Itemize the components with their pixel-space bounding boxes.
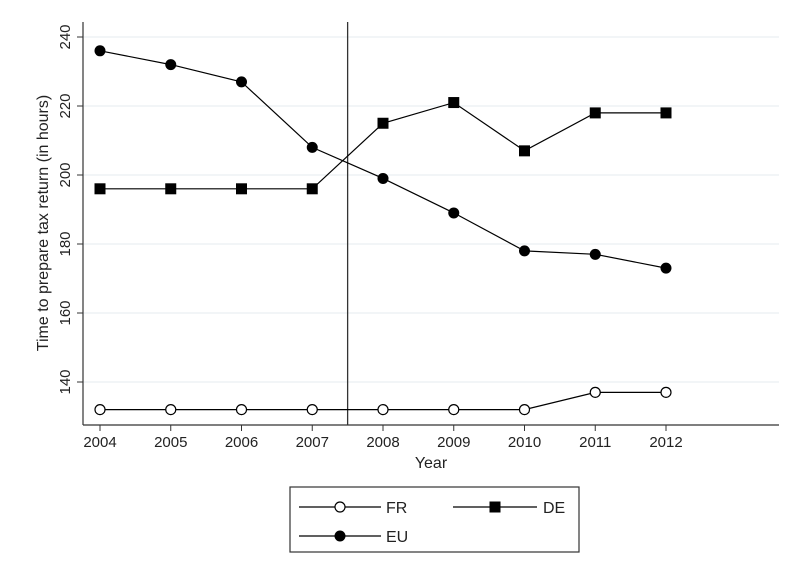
y-tick-label: 180 (57, 231, 74, 256)
data-point-de (448, 97, 460, 109)
data-point-eu (94, 45, 106, 57)
data-point-fr (448, 404, 460, 416)
data-point-de (589, 107, 601, 119)
series-line-eu (99, 50, 667, 269)
legend-label-de: DE (543, 500, 565, 517)
legend-marker-de (489, 501, 501, 513)
x-tick-label: 2004 (83, 434, 116, 451)
data-point-eu (448, 207, 460, 219)
x-tick-label: 2010 (508, 434, 541, 451)
data-point-fr (518, 404, 531, 416)
y-tick-label: 240 (57, 24, 74, 49)
data-point-fr (306, 404, 318, 416)
legend-marker-eu (334, 530, 346, 542)
x-tick-label: 2009 (437, 434, 470, 451)
data-point-eu (589, 248, 601, 260)
series-group (94, 45, 672, 416)
data-point-eu (165, 59, 177, 71)
data-point-eu (519, 245, 530, 257)
x-tick-label: 2011 (579, 434, 611, 451)
data-point-eu (377, 172, 389, 184)
data-point-fr (589, 386, 601, 398)
legend: FR DE EU (289, 486, 580, 553)
data-point-de (519, 145, 530, 157)
legend-label-fr: FR (386, 500, 407, 517)
grid-lines (83, 36, 779, 383)
legend-marker-fr (334, 501, 346, 513)
x-tick-label: 2012 (649, 434, 682, 451)
axes (77, 22, 779, 431)
data-point-fr (377, 404, 389, 416)
y-tick-label: 220 (57, 93, 74, 118)
tick-labels: 140 160 180 200 220 240 2004 2005 2006 2007 2008 20… (57, 24, 683, 451)
y-tick-label: 200 (57, 162, 74, 187)
data-point-de (377, 117, 389, 129)
y-axis-title: Time to prepare tax return (in hours) (35, 95, 52, 351)
data-point-de (94, 183, 106, 195)
x-tick-label: 2005 (154, 434, 187, 451)
x-tick-label: 2008 (366, 434, 399, 451)
data-point-eu (660, 262, 672, 274)
data-point-de (165, 183, 177, 195)
legend-box (289, 486, 580, 553)
data-point-fr (235, 404, 248, 416)
data-point-de (660, 107, 672, 119)
data-point-fr (165, 404, 177, 416)
y-tick-label: 160 (57, 300, 74, 325)
legend-label-eu: EU (386, 529, 408, 546)
data-point-de (236, 183, 247, 195)
data-point-eu (236, 76, 247, 88)
data-point-eu (306, 141, 318, 153)
y-tick-label: 140 (57, 369, 74, 394)
data-point-de (306, 183, 318, 195)
x-axis-title: Year (415, 455, 448, 472)
data-point-fr (94, 404, 106, 416)
x-tick-label: 2006 (225, 434, 258, 451)
x-tick-label: 2007 (296, 434, 329, 451)
data-point-fr (660, 386, 672, 398)
